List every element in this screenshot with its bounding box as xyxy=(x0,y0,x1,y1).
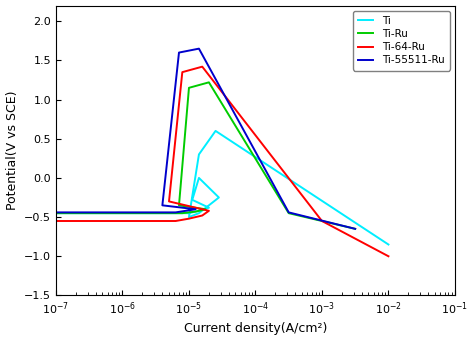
Ti-55511-Ru xyxy=(218,86,223,90)
Ti-55511-Ru xyxy=(352,227,358,231)
Ti xyxy=(108,211,113,215)
Ti-Ru xyxy=(260,168,265,173)
Ti-55511-Ru xyxy=(196,47,202,51)
Ti xyxy=(202,181,208,186)
Ti-55511-Ru xyxy=(100,210,105,214)
Ti-64-Ru xyxy=(53,219,59,223)
Ti-64-Ru xyxy=(172,141,178,145)
Y-axis label: Potential(V vs SCE): Potential(V vs SCE) xyxy=(6,91,18,210)
Ti-55511-Ru xyxy=(164,166,169,170)
Ti-Ru xyxy=(352,227,358,231)
Ti-Ru xyxy=(264,176,270,180)
Ti xyxy=(208,202,213,206)
Ti-55511-Ru xyxy=(170,105,176,109)
Ti-64-Ru xyxy=(167,194,173,198)
Ti-64-Ru xyxy=(66,219,72,223)
Line: Ti-Ru: Ti-Ru xyxy=(56,82,355,229)
Ti xyxy=(191,210,196,214)
Ti-64-Ru xyxy=(385,254,391,258)
Line: Ti-55511-Ru: Ti-55511-Ru xyxy=(56,49,355,229)
Ti-64-Ru xyxy=(173,136,178,140)
Line: Ti-64-Ru: Ti-64-Ru xyxy=(56,66,388,256)
Ti xyxy=(194,209,200,213)
Ti xyxy=(213,129,219,133)
Ti-55511-Ru xyxy=(53,210,59,214)
Ti-55511-Ru xyxy=(243,132,248,136)
Ti-64-Ru xyxy=(166,199,172,204)
Ti-64-Ru xyxy=(200,64,205,69)
Ti xyxy=(385,242,391,247)
Ti xyxy=(53,211,59,215)
Ti-Ru xyxy=(193,210,199,214)
Ti-Ru xyxy=(238,134,244,138)
Ti-Ru xyxy=(300,214,306,219)
Ti-Ru xyxy=(53,211,59,215)
Ti-Ru xyxy=(186,88,191,92)
X-axis label: Current density(A/cm²): Current density(A/cm²) xyxy=(184,323,327,336)
Ti-Ru xyxy=(206,80,212,84)
Ti xyxy=(173,211,178,215)
Legend: Ti, Ti-Ru, Ti-64-Ru, Ti-55511-Ru: Ti, Ti-Ru, Ti-64-Ru, Ti-55511-Ru xyxy=(353,11,450,71)
Line: Ti: Ti xyxy=(56,131,388,244)
Ti-64-Ru xyxy=(322,220,328,224)
Ti-55511-Ru xyxy=(163,174,168,178)
